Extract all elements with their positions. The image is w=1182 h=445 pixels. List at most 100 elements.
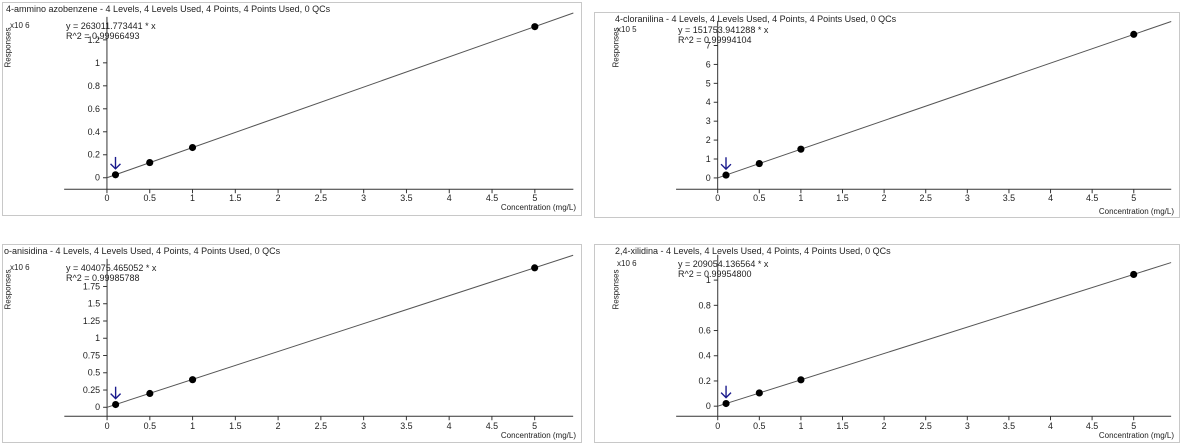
y-tick-label: 0 bbox=[706, 173, 711, 183]
chart-title: 2,4-xilidina - 4 Levels, 4 Levels Used, … bbox=[615, 246, 891, 256]
calibration-panel-2-4-xilidina: 0 0.2 0.4 0.6 0.8 1 0 0.5 1 1.5 2 2.5 3 3.5 4 4.5 5 2,4-… bbox=[594, 244, 1180, 443]
y-tick-label: 0.2 bbox=[88, 150, 100, 160]
x-tick-label: 0 bbox=[715, 421, 720, 431]
y-axis-title: Responses bbox=[611, 269, 621, 310]
data-point bbox=[755, 389, 763, 397]
x-tick-label: 0 bbox=[104, 193, 109, 203]
plot-2-4-xilidina: 0 0.2 0.4 0.6 0.8 1 0 0.5 1 1.5 2 2.5 3 3.5 4 4.5 5 bbox=[676, 254, 1172, 431]
chart-title: 4-cloranilina - 4 Levels, 4 Levels Used,… bbox=[615, 14, 897, 24]
fit-equation: y = 151753.941288 * x bbox=[678, 25, 769, 35]
x-tick-label: 1.5 bbox=[229, 193, 241, 203]
x-tick-label: 3 bbox=[965, 193, 970, 203]
x-tick-label: 0 bbox=[715, 193, 720, 203]
data-point bbox=[722, 171, 730, 179]
y-tick-label: 1.75 bbox=[83, 281, 100, 291]
arrow-head bbox=[110, 163, 121, 170]
x-tick-label: 3 bbox=[965, 421, 970, 431]
x-tick-label: 5 bbox=[532, 421, 537, 431]
low-level-arrow-icon bbox=[720, 385, 732, 399]
calibration-panel-4-cloranilina: 0 1 2 3 4 5 6 7 0 0.5 1 1.5 2 2.5 3 3.5 4 4.5 5 4-cloranil… bbox=[594, 12, 1180, 218]
y-tick-label: 3 bbox=[706, 116, 711, 126]
x-tick-label: 4.5 bbox=[486, 421, 498, 431]
y-tick-label: 1.25 bbox=[83, 316, 100, 326]
y-tick-label: 4 bbox=[706, 97, 711, 107]
y-tick-label: 0.25 bbox=[83, 385, 100, 395]
x-tick-label: 0.5 bbox=[144, 193, 156, 203]
x-axis-title: Concentration (mg/L) bbox=[1098, 207, 1174, 216]
x-tick-label: 4.5 bbox=[486, 193, 498, 203]
fit-line bbox=[106, 12, 574, 179]
x-tick-label: 3.5 bbox=[400, 193, 412, 203]
x-tick-label: 3.5 bbox=[1003, 193, 1015, 203]
data-point bbox=[146, 389, 154, 398]
data-point bbox=[1130, 270, 1138, 279]
y-tick-label: 1 bbox=[706, 154, 711, 164]
x-tick-label: 2.5 bbox=[920, 421, 932, 431]
data-point bbox=[531, 264, 539, 272]
x-tick-label: 3.5 bbox=[400, 421, 412, 431]
x-tick-label: 3 bbox=[361, 421, 366, 431]
y-tick-label: 0.6 bbox=[698, 326, 710, 336]
y-tick-label: 0 bbox=[706, 401, 711, 411]
fit-line bbox=[717, 262, 1172, 407]
axis-exponent: x10 6 bbox=[617, 259, 637, 268]
x-tick-label: 5 bbox=[532, 193, 537, 203]
y-tick-label: 5 bbox=[706, 78, 711, 88]
x-tick-label: 1 bbox=[798, 421, 803, 431]
x-tick-label: 0.5 bbox=[753, 193, 765, 203]
y-axis-title: Responses bbox=[3, 27, 13, 68]
fit-r-squared: R^2 = 0.99994104 bbox=[678, 35, 752, 45]
x-tick-label: 4 bbox=[447, 421, 452, 431]
arrow-head bbox=[720, 163, 732, 171]
data-point bbox=[188, 143, 197, 152]
low-level-arrow-icon bbox=[110, 386, 122, 400]
arrow-head bbox=[720, 392, 732, 399]
data-point bbox=[722, 399, 730, 408]
axis-exponent: x10 6 bbox=[10, 263, 30, 272]
x-tick-label: 3.5 bbox=[1003, 421, 1015, 431]
x-tick-label: 2 bbox=[276, 193, 281, 203]
y-tick-label: 1 bbox=[706, 275, 711, 285]
x-tick-label: 1 bbox=[798, 193, 803, 203]
y-tick-label: 0.8 bbox=[88, 81, 100, 91]
x-tick-label: 4 bbox=[1048, 193, 1053, 203]
plot-4-cloranilina: 0 1 2 3 4 5 6 7 0 0.5 1 1.5 2 2.5 3 3.5 4 4.5 5 bbox=[676, 20, 1172, 203]
x-tick-label: 4 bbox=[1048, 421, 1053, 431]
data-point bbox=[1130, 30, 1138, 38]
y-tick-label: 0.8 bbox=[698, 300, 710, 310]
x-tick-label: 2.5 bbox=[315, 193, 327, 203]
x-tick-label: 0.5 bbox=[753, 421, 765, 431]
y-tick-label: 0 bbox=[95, 173, 100, 183]
calibration-panel-4-ammino-azobenzene: 0 0.2 0.4 0.6 0.8 1 1.2 0 0.5 1 1.5 2 2.5 3 3.5 4 4.5 5 4… bbox=[2, 2, 582, 216]
y-tick-label: 0.4 bbox=[88, 127, 100, 137]
x-tick-label: 1.5 bbox=[229, 421, 241, 431]
x-tick-label: 2.5 bbox=[315, 421, 327, 431]
data-point bbox=[755, 159, 763, 168]
x-axis-title: Concentration (mg/L) bbox=[1098, 431, 1174, 440]
data-point bbox=[112, 400, 120, 409]
plot-4-ammino-azobenzene: 0 0.2 0.4 0.6 0.8 1 1.2 0 0.5 1 1.5 2 2.5 3 3.5 4 4.5 5 bbox=[64, 12, 574, 203]
x-tick-label: 2 bbox=[882, 421, 887, 431]
y-axis-title: Responses bbox=[3, 269, 13, 310]
data-point bbox=[531, 23, 539, 31]
chart-title: 4-ammino azobenzene - 4 Levels, 4 Levels… bbox=[6, 4, 331, 14]
y-tick-label: 1.5 bbox=[88, 299, 100, 309]
axis-exponent: x10 6 bbox=[10, 21, 30, 30]
x-tick-label: 2.5 bbox=[920, 193, 932, 203]
x-tick-label: 4.5 bbox=[1086, 421, 1098, 431]
data-point bbox=[797, 376, 805, 384]
fit-equation: y = 404075.465052 * x bbox=[66, 263, 157, 273]
fit-line bbox=[106, 254, 574, 408]
fit-line bbox=[717, 21, 1172, 179]
fit-equation: y = 209054.136564 * x bbox=[678, 259, 769, 269]
x-axis-title: Concentration (mg/L) bbox=[500, 431, 576, 440]
x-tick-label: 3 bbox=[361, 193, 366, 203]
y-tick-label: 1.2 bbox=[88, 35, 100, 45]
y-tick-label: 7 bbox=[706, 40, 711, 50]
fit-r-squared: R^2 = 0.99966493 bbox=[66, 31, 140, 41]
low-level-arrow-icon bbox=[110, 156, 121, 170]
plot-o-anisidina: 0 0.25 0.5 0.75 1 1.25 1.5 1.75 0 0.5 1 1.5 2 2.5 3 3.5… bbox=[64, 254, 574, 431]
x-tick-label: 5 bbox=[1131, 193, 1136, 203]
data-point bbox=[111, 171, 120, 179]
x-tick-label: 2 bbox=[882, 193, 887, 203]
